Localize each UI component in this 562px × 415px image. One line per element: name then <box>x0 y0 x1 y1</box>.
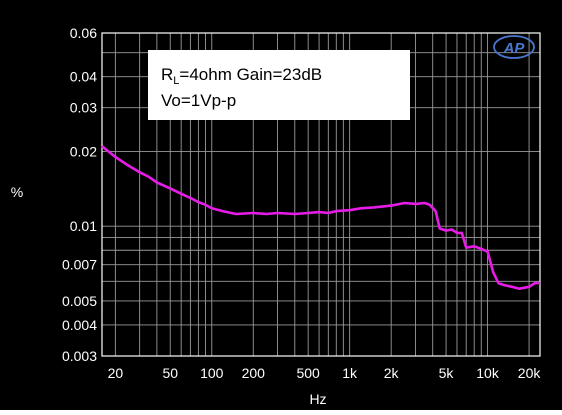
x-tick-label-4: 500 <box>296 365 320 381</box>
y-tick-label-3: 0.02 <box>70 143 97 159</box>
x-axis-label: Hz <box>309 391 326 407</box>
annotation-background <box>148 50 410 120</box>
ap-logo-text: AP <box>503 40 526 57</box>
tick-layer: 20 50 100 200 500 1k 2k 5k 10k 20k 0.06 0.04 0.03 0.0… <box>62 25 541 381</box>
y-tick-label-7: 0.004 <box>62 317 97 333</box>
y-tick-label-8: 0.003 <box>62 348 97 364</box>
x-tick-label-1: 50 <box>162 365 178 381</box>
annotation-line-2: Vo=1Vp-p <box>161 91 236 110</box>
annotation-box: RL=4ohm Gain=23dB Vo=1Vp-p <box>148 50 410 120</box>
plot-frame <box>101 32 541 357</box>
y-axis-label: % <box>11 184 23 200</box>
x-tick-label-7: 5k <box>439 365 455 381</box>
series-line-0 <box>101 145 540 291</box>
y-tick-label-4: 0.01 <box>70 218 97 234</box>
ap-logo-ring <box>493 35 535 59</box>
x-tick-label-2: 100 <box>200 365 224 381</box>
y-tick-label-2: 0.03 <box>70 100 97 116</box>
y-tick-label-1: 0.04 <box>70 69 97 85</box>
annotation-rl-sub: L <box>173 75 179 87</box>
x-tick-label-6: 2k <box>384 365 400 381</box>
annotation-rl-main: R <box>161 65 173 84</box>
y-tick-label-6: 0.005 <box>62 293 97 309</box>
x-tick-label-3: 200 <box>242 365 266 381</box>
series-layer <box>101 145 540 291</box>
annotation-line-1: RL=4ohm Gain=23dB <box>161 65 322 87</box>
y-tick-label-0: 0.06 <box>70 25 97 41</box>
y-tick-label-5: 0.007 <box>62 257 97 273</box>
ap-logo: AP <box>493 35 535 59</box>
annotation-line-1-rest: =4ohm Gain=23dB <box>179 65 322 84</box>
x-tick-label-8: 10k <box>476 365 500 381</box>
x-tick-label-0: 20 <box>108 365 124 381</box>
x-tick-label-5: 1k <box>342 365 358 381</box>
x-tick-label-9: 20k <box>518 365 542 381</box>
